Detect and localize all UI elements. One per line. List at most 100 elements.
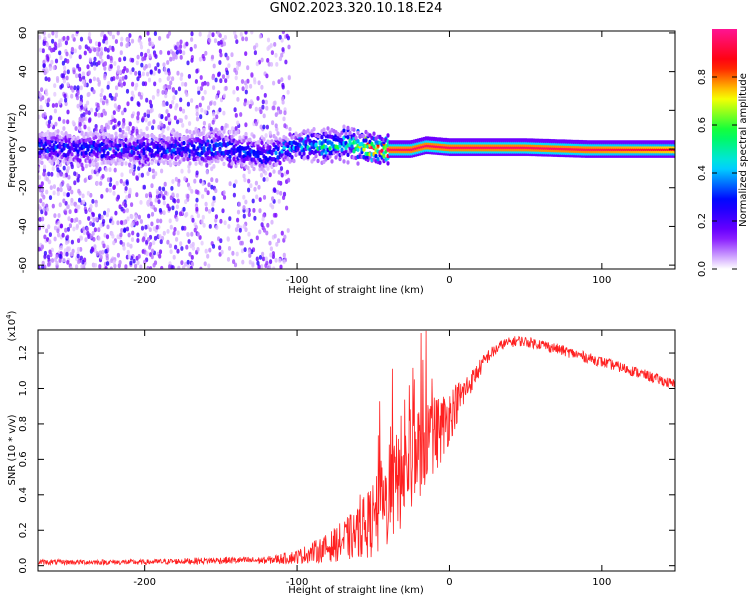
spectrogram-cell — [158, 155, 162, 161]
spectrogram-cell — [136, 232, 140, 238]
spectrogram-cell — [166, 239, 170, 245]
spectrogram-cell — [251, 262, 255, 268]
spectrogram-cell — [159, 218, 163, 224]
spectrogram-cell — [167, 120, 172, 126]
spectrogram-cell — [224, 78, 228, 83]
spectrogram-cell — [58, 202, 62, 208]
spectrogram-y-ticks: -60 -40 -20 0 20 40 60 — [18, 27, 675, 273]
spectrogram-cell — [47, 77, 51, 82]
spectrogram-cell — [64, 210, 68, 216]
spectrogram-cell — [356, 130, 360, 136]
spectrogram-cell — [162, 160, 166, 165]
spectrogram-cell — [80, 264, 84, 269]
spectrogram-cell — [112, 110, 116, 115]
spectrogram-cell — [97, 82, 101, 87]
spectrogram-cell — [111, 34, 115, 40]
spectrogram-cell — [223, 35, 227, 40]
spectrogram-cell — [131, 81, 135, 87]
spectrogram-cell — [193, 178, 197, 184]
spectrogram-cell — [48, 232, 53, 238]
spectrogram-cell — [76, 85, 80, 90]
spectrogram-cell — [87, 216, 91, 221]
spectrogram-cell — [252, 208, 256, 213]
spectrogram-cell — [47, 119, 52, 125]
spectrogram-cell — [124, 161, 128, 166]
spectrogram-cell — [190, 31, 194, 37]
spectrogram-cell — [103, 126, 107, 132]
spectrogram-cell — [274, 112, 278, 117]
spectrogram-cell — [282, 116, 286, 122]
spectrogram-cell — [244, 89, 248, 95]
spectrogram-cell — [224, 123, 228, 128]
spectrogram-cell — [51, 103, 56, 108]
spectrogram-cell — [125, 88, 130, 94]
spectrogram-cell — [273, 233, 277, 239]
spectrogram-cell — [285, 33, 289, 39]
spectrogram-cell — [186, 101, 190, 107]
spectrogram-cell — [211, 119, 215, 125]
spectrogram-cell — [40, 244, 45, 250]
spectrogram-cell — [56, 191, 60, 197]
spectrogram-cell — [42, 194, 46, 200]
spectrogram-cell — [131, 67, 135, 72]
spectrogram-cell — [184, 82, 188, 87]
spectrogram-cell — [118, 127, 122, 133]
spectrogram-cell — [204, 135, 208, 140]
spectrogram-cell — [226, 257, 231, 262]
spectrogram-cell — [190, 133, 194, 138]
spectrogram-cell — [205, 169, 209, 175]
spectrogram-cell — [88, 117, 92, 123]
spectrogram-cell — [279, 166, 284, 171]
spectrogram-cell — [247, 187, 251, 193]
spectrogram-cell — [268, 172, 272, 178]
spectrogram-cell — [88, 137, 92, 142]
spectrogram-cell — [56, 129, 60, 134]
spectrogram-cell — [160, 168, 164, 174]
spectrogram-cell — [262, 227, 267, 233]
spectrogram-cell — [203, 261, 207, 267]
spectrogram-cell — [235, 65, 240, 71]
spectrogram-cell — [63, 93, 67, 99]
spectrogram-cell — [87, 70, 91, 76]
spectrogram-cell — [272, 142, 276, 147]
spectrogram-cell — [185, 41, 189, 47]
spectrogram-cell — [99, 223, 103, 229]
spectrogram-cell — [283, 110, 287, 116]
spectrogram-cell — [120, 172, 124, 178]
spectrogram-cell — [184, 114, 188, 120]
spectrogram-cell — [175, 49, 179, 55]
spectrogram-cell — [279, 109, 283, 115]
spectrogram-cell — [348, 139, 352, 144]
spectrogram-cell — [207, 263, 211, 269]
spectrogram-cell — [176, 119, 180, 125]
spectrogram-cell — [161, 128, 165, 134]
spectrogram-cell — [159, 239, 163, 245]
spectrogram-cell — [212, 195, 216, 201]
spectrogram-cell — [239, 112, 243, 117]
spectrogram-cell — [312, 157, 316, 162]
spectrogram-cell — [52, 184, 57, 190]
spectrogram-cell — [171, 205, 175, 211]
spectrogram-cell — [145, 193, 149, 199]
spectrogram-cell — [126, 242, 130, 248]
spectrogram-cell — [121, 110, 125, 116]
spectrogram-cell — [330, 159, 334, 164]
spectrogram-cell — [169, 104, 173, 109]
spectrogram-cell — [246, 145, 250, 150]
spectrogram-cell — [233, 31, 237, 36]
spectrogram-cell — [277, 238, 281, 244]
spectrogram-cell — [150, 183, 154, 189]
spectrogram-cell — [314, 153, 318, 159]
spectrogram-cell — [83, 178, 87, 183]
spectrogram-cell — [186, 232, 190, 237]
spectrogram-cell — [101, 249, 105, 255]
spectrogram-cell — [101, 174, 105, 179]
spectrogram-cell — [156, 88, 160, 94]
spectrogram-cell — [376, 157, 380, 162]
spectrogram-cell — [116, 65, 121, 70]
spectrogram-cell — [233, 67, 237, 73]
spectrogram-cell — [42, 31, 47, 36]
spectrogram-cell — [264, 133, 268, 138]
spectrogram-cell — [112, 125, 116, 130]
